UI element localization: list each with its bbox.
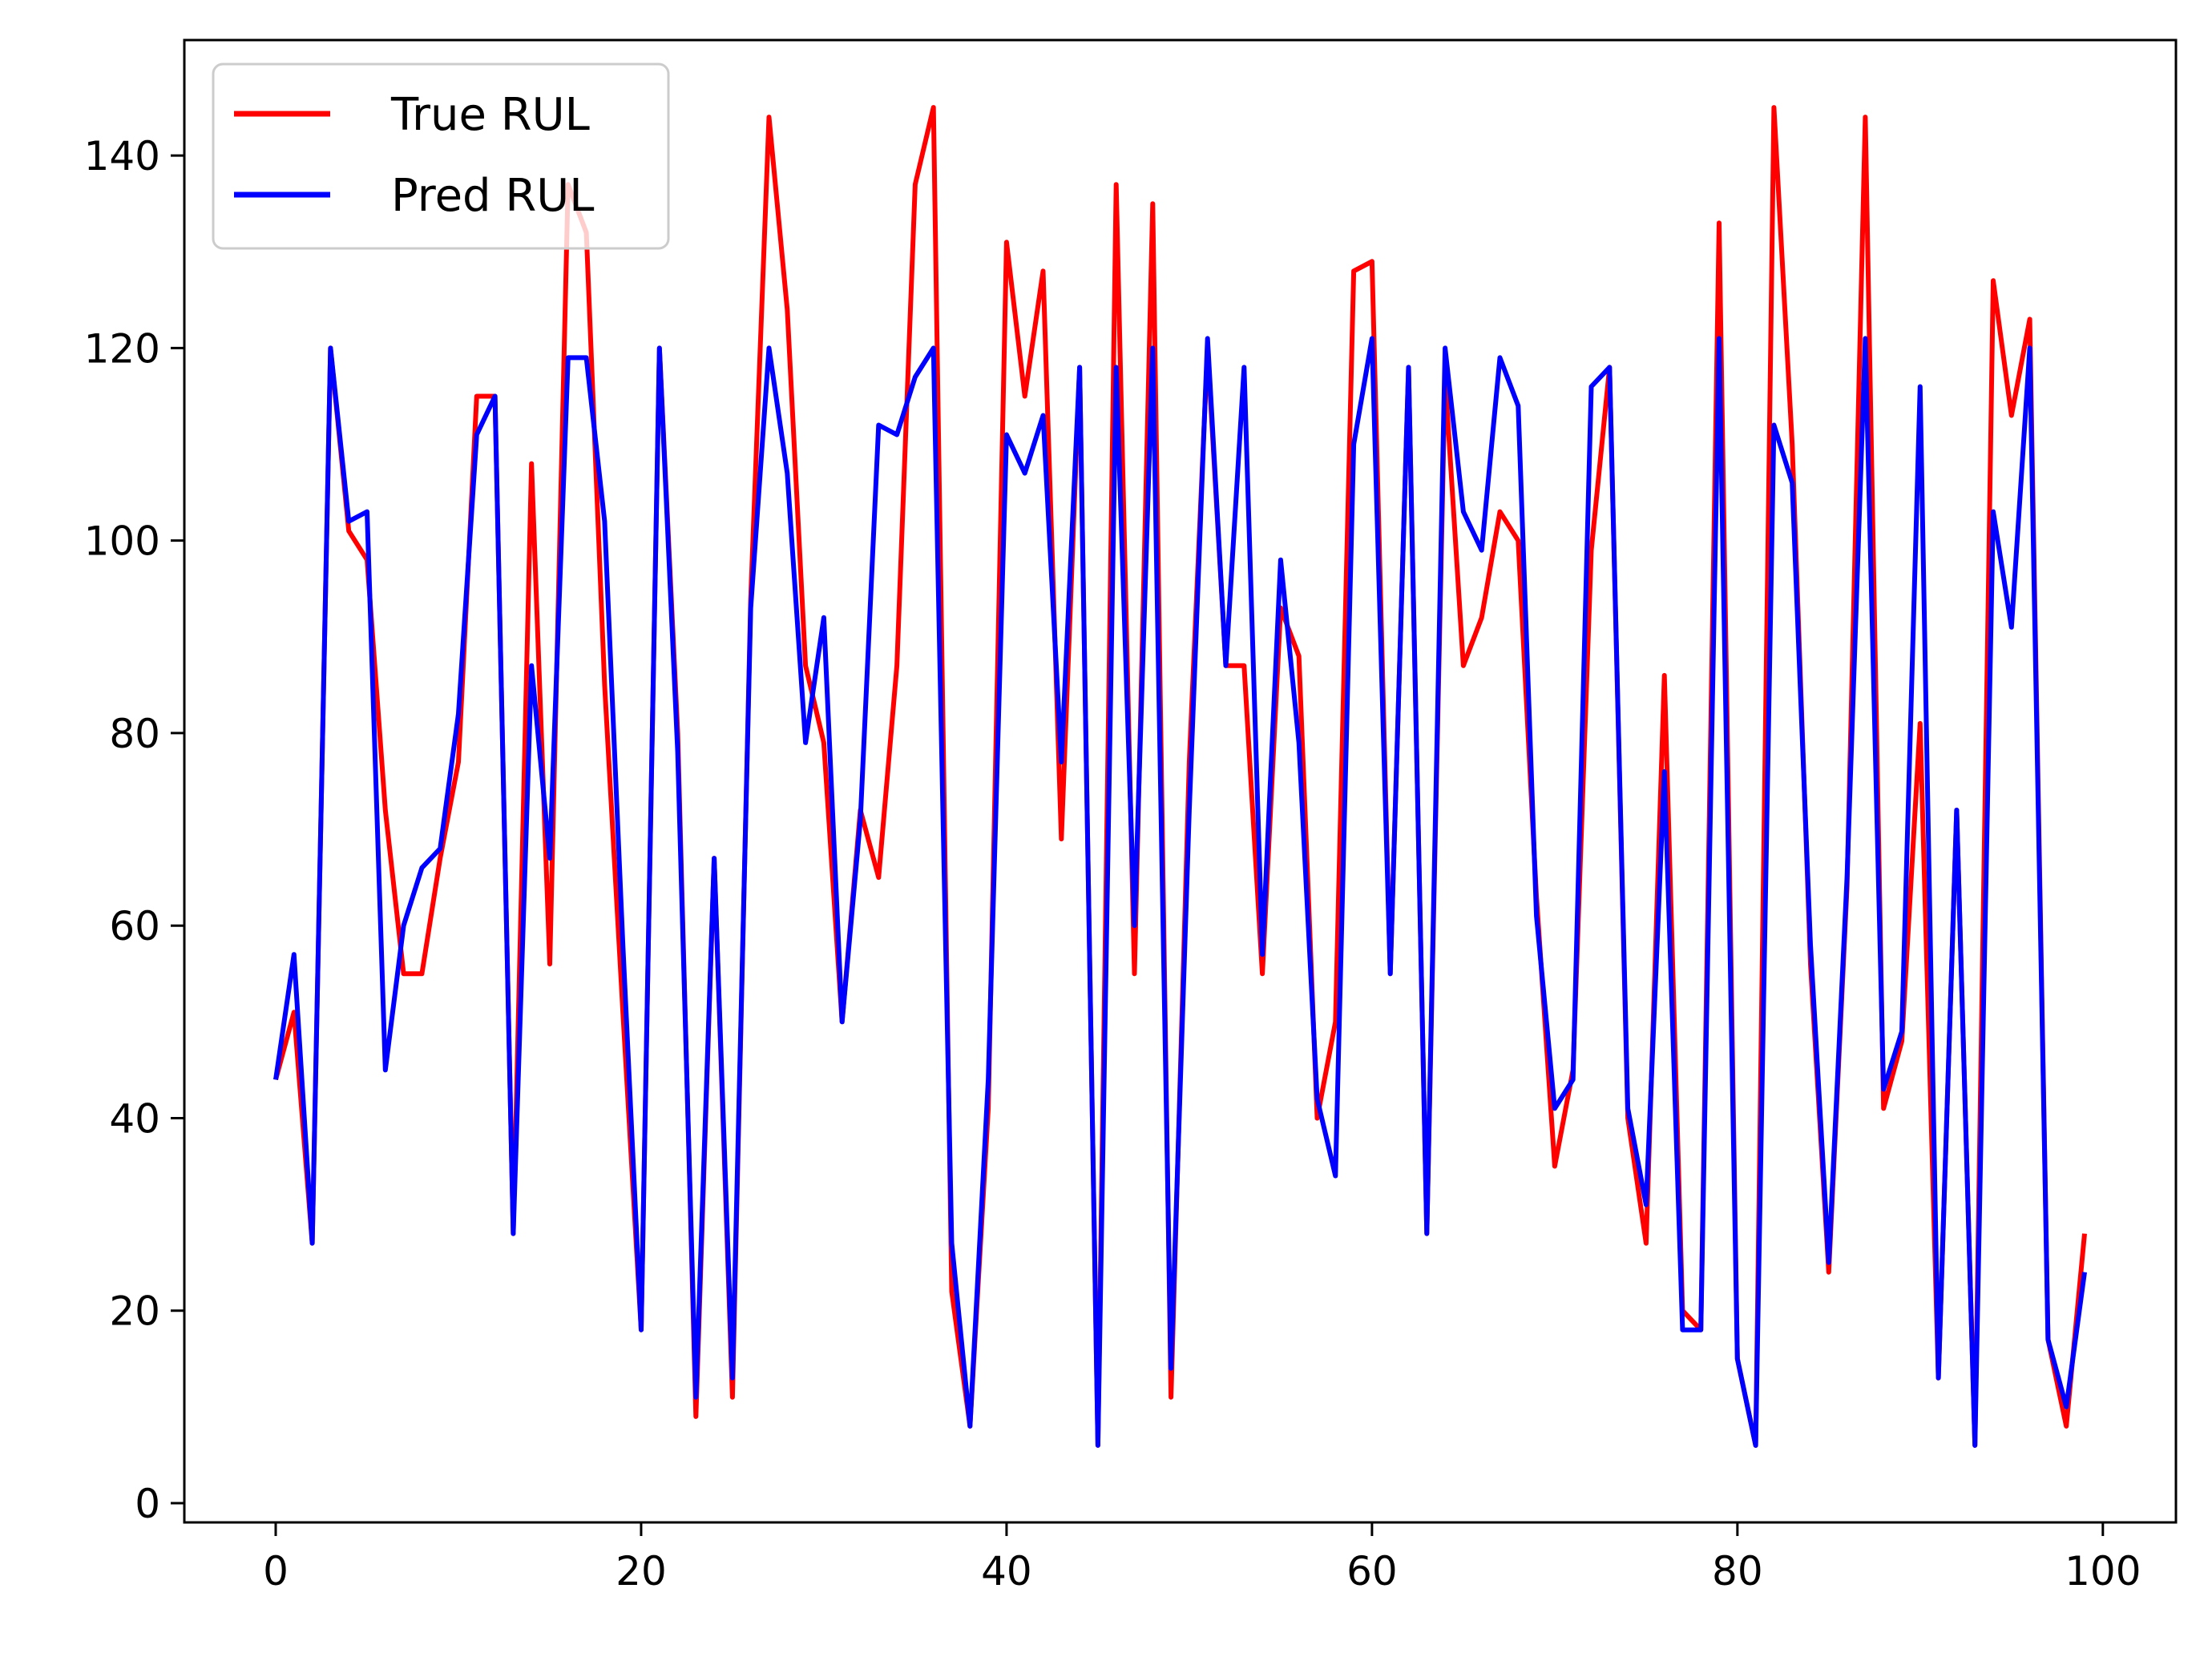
y-tick-label: 0 (135, 1481, 160, 1527)
y-tick-label: 80 (109, 711, 160, 757)
y-tick-label: 40 (109, 1095, 160, 1142)
y-tick-label: 120 (84, 325, 160, 372)
x-axis: 0 20 40 60 80 100 (263, 1522, 2141, 1595)
legend-box (212, 62, 670, 250)
plot-frame (183, 38, 2178, 1524)
x-tick-label: 100 (2065, 1548, 2141, 1595)
legend-label-pred-rul: Pred RUL (391, 170, 594, 222)
legend-label-true-rul: True RUL (390, 89, 590, 141)
x-tick-label: 0 (263, 1548, 289, 1595)
y-axis: 0 20 40 60 80 100 120 140 (84, 133, 184, 1527)
x-tick-label: 20 (616, 1548, 667, 1595)
x-tick-label: 40 (981, 1548, 1032, 1595)
y-tick-label: 100 (84, 518, 160, 565)
y-tick-label: 140 (84, 133, 160, 179)
x-tick-label: 60 (1346, 1548, 1398, 1595)
x-tick-label: 80 (1712, 1548, 1763, 1595)
y-tick-label: 60 (109, 903, 160, 949)
series-line-pred-rul (273, 336, 2087, 1448)
legend: True RUL Pred RUL (212, 62, 670, 250)
y-tick-label: 20 (109, 1288, 160, 1335)
